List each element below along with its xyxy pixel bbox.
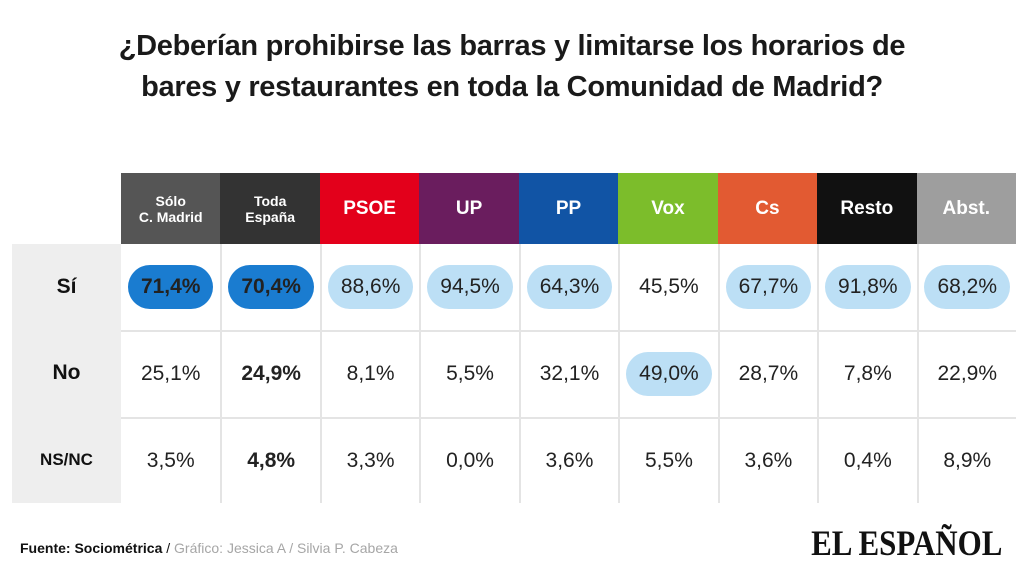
table-cell: 3,3% [319, 416, 420, 503]
column-header: Cs [717, 173, 818, 244]
column-header-label: Toda España [245, 192, 296, 225]
table-cell: 3,6% [717, 416, 818, 503]
highlighted-cell-value: 94,5% [427, 265, 513, 310]
table-cell: 3,6% [518, 416, 619, 503]
table-cell: 7,8% [817, 330, 917, 417]
cell-value: 22,9% [937, 362, 998, 386]
column-header-label: Resto [840, 198, 894, 219]
table-cell: 49,0% [618, 330, 718, 417]
table-cell: 70,4% [220, 244, 319, 331]
row-label: NS/NC [12, 416, 121, 503]
column-header-label: Cs [755, 198, 780, 219]
highlighted-cell-value: 64,3% [526, 265, 613, 310]
column-header-label: UP [455, 198, 483, 219]
chart-title: ¿Deberían prohibirse las barras y limita… [0, 26, 1024, 108]
table-cell: 28,7% [717, 330, 818, 417]
table-cell: 67,7% [717, 244, 817, 331]
title-line-1: ¿Deberían prohibirse las barras y limita… [118, 30, 906, 62]
column-header: Abst. [916, 173, 1016, 244]
column-header-label: PP [555, 198, 582, 219]
table-cell: 68,2% [916, 244, 1016, 331]
column-header-label: Abst. [942, 198, 991, 219]
cell-value: 8,9% [943, 448, 992, 472]
column-header: Vox [618, 173, 718, 244]
cell-value: 5,5% [645, 448, 693, 472]
cell-value: 0,4% [843, 448, 892, 472]
column-header: Resto [817, 173, 917, 244]
cell-value: 7,8% [843, 362, 892, 386]
cell-value: 3,6% [545, 448, 594, 472]
column-header: PSOE [319, 173, 420, 244]
table-cell: 22,9% [916, 330, 1016, 417]
column-header: Sólo C. Madrid [121, 173, 221, 244]
title-line-2: bares y restaurantes en toda la Comunida… [141, 71, 883, 103]
cell-value: 8,1% [346, 362, 395, 386]
cell-value: 3,6% [744, 448, 793, 472]
table-corner [12, 173, 121, 244]
row-label: No [12, 330, 121, 417]
highlighted-cell-value: 91,8% [825, 265, 911, 310]
column-header: UP [419, 173, 519, 244]
cell-value: 3,5% [146, 448, 195, 472]
cell-value: 4,8% [247, 448, 296, 472]
cell-value: 0,0% [446, 448, 494, 472]
cell-value: 45,5% [639, 275, 699, 299]
el-espanol-logo: EL ESPAÑOL [810, 523, 1002, 563]
table-cell: 32,1% [518, 330, 619, 417]
table-cell: 71,4% [121, 244, 220, 330]
cell-value: 24,9% [241, 362, 301, 386]
results-table: Sólo C. Madrid Toda España PSOE UP PP Vox Cs Re… [12, 173, 1016, 503]
highlighted-cell-value: 67,7% [725, 265, 812, 310]
table-cell: 24,9% [220, 330, 320, 417]
cell-value: 25,1% [140, 362, 201, 386]
column-header-label: PSOE [343, 198, 396, 219]
footer: Fuente: Sociométrica / Gráfico: Jessica … [20, 540, 398, 556]
cell-value: 32,1% [539, 362, 600, 386]
table-cell: 5,5% [618, 416, 718, 503]
column-header: PP [518, 173, 619, 244]
cell-value: 28,7% [738, 362, 799, 386]
footer-credit: Gráfico: Jessica A / Silvia P. Cabeza [174, 540, 398, 556]
column-header-label: Vox [651, 198, 685, 219]
table-cell: 8,1% [319, 330, 420, 417]
footer-separator: / [162, 540, 175, 556]
highlighted-cell-value: 49,0% [626, 352, 712, 397]
column-header: Toda España [220, 173, 320, 244]
table-cell: 91,8% [817, 244, 916, 331]
cell-value: 5,5% [446, 362, 494, 386]
table-cell: 5,5% [419, 330, 519, 417]
table-cell: 45,5% [618, 244, 717, 331]
highlighted-cell-value: 68,2% [924, 265, 1011, 310]
highlighted-cell-value: 88,6% [327, 265, 414, 310]
table-cell: 4,8% [220, 416, 320, 503]
table-cell: 94,5% [419, 244, 518, 331]
table-cell: 0,4% [817, 416, 917, 503]
table-cell: 8,9% [916, 416, 1016, 503]
table-cell: 25,1% [121, 330, 221, 416]
table-cell: 0,0% [419, 416, 519, 503]
cell-value: 3,3% [346, 448, 395, 472]
row-label: Sí [12, 244, 121, 331]
table-cell: 64,3% [518, 244, 618, 331]
footer-source: Fuente: Sociométrica [20, 540, 163, 556]
column-header-label: Sólo C. Madrid [138, 192, 203, 225]
table-cell: 88,6% [319, 244, 419, 331]
highlighted-cell-value: 71,4% [127, 265, 214, 310]
table-cell: 3,5% [121, 416, 221, 503]
highlighted-cell-value: 70,4% [228, 265, 314, 310]
